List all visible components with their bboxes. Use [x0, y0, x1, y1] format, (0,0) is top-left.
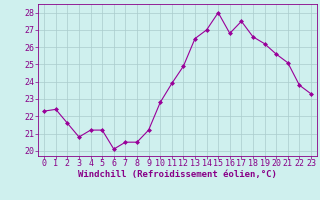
X-axis label: Windchill (Refroidissement éolien,°C): Windchill (Refroidissement éolien,°C)	[78, 170, 277, 179]
